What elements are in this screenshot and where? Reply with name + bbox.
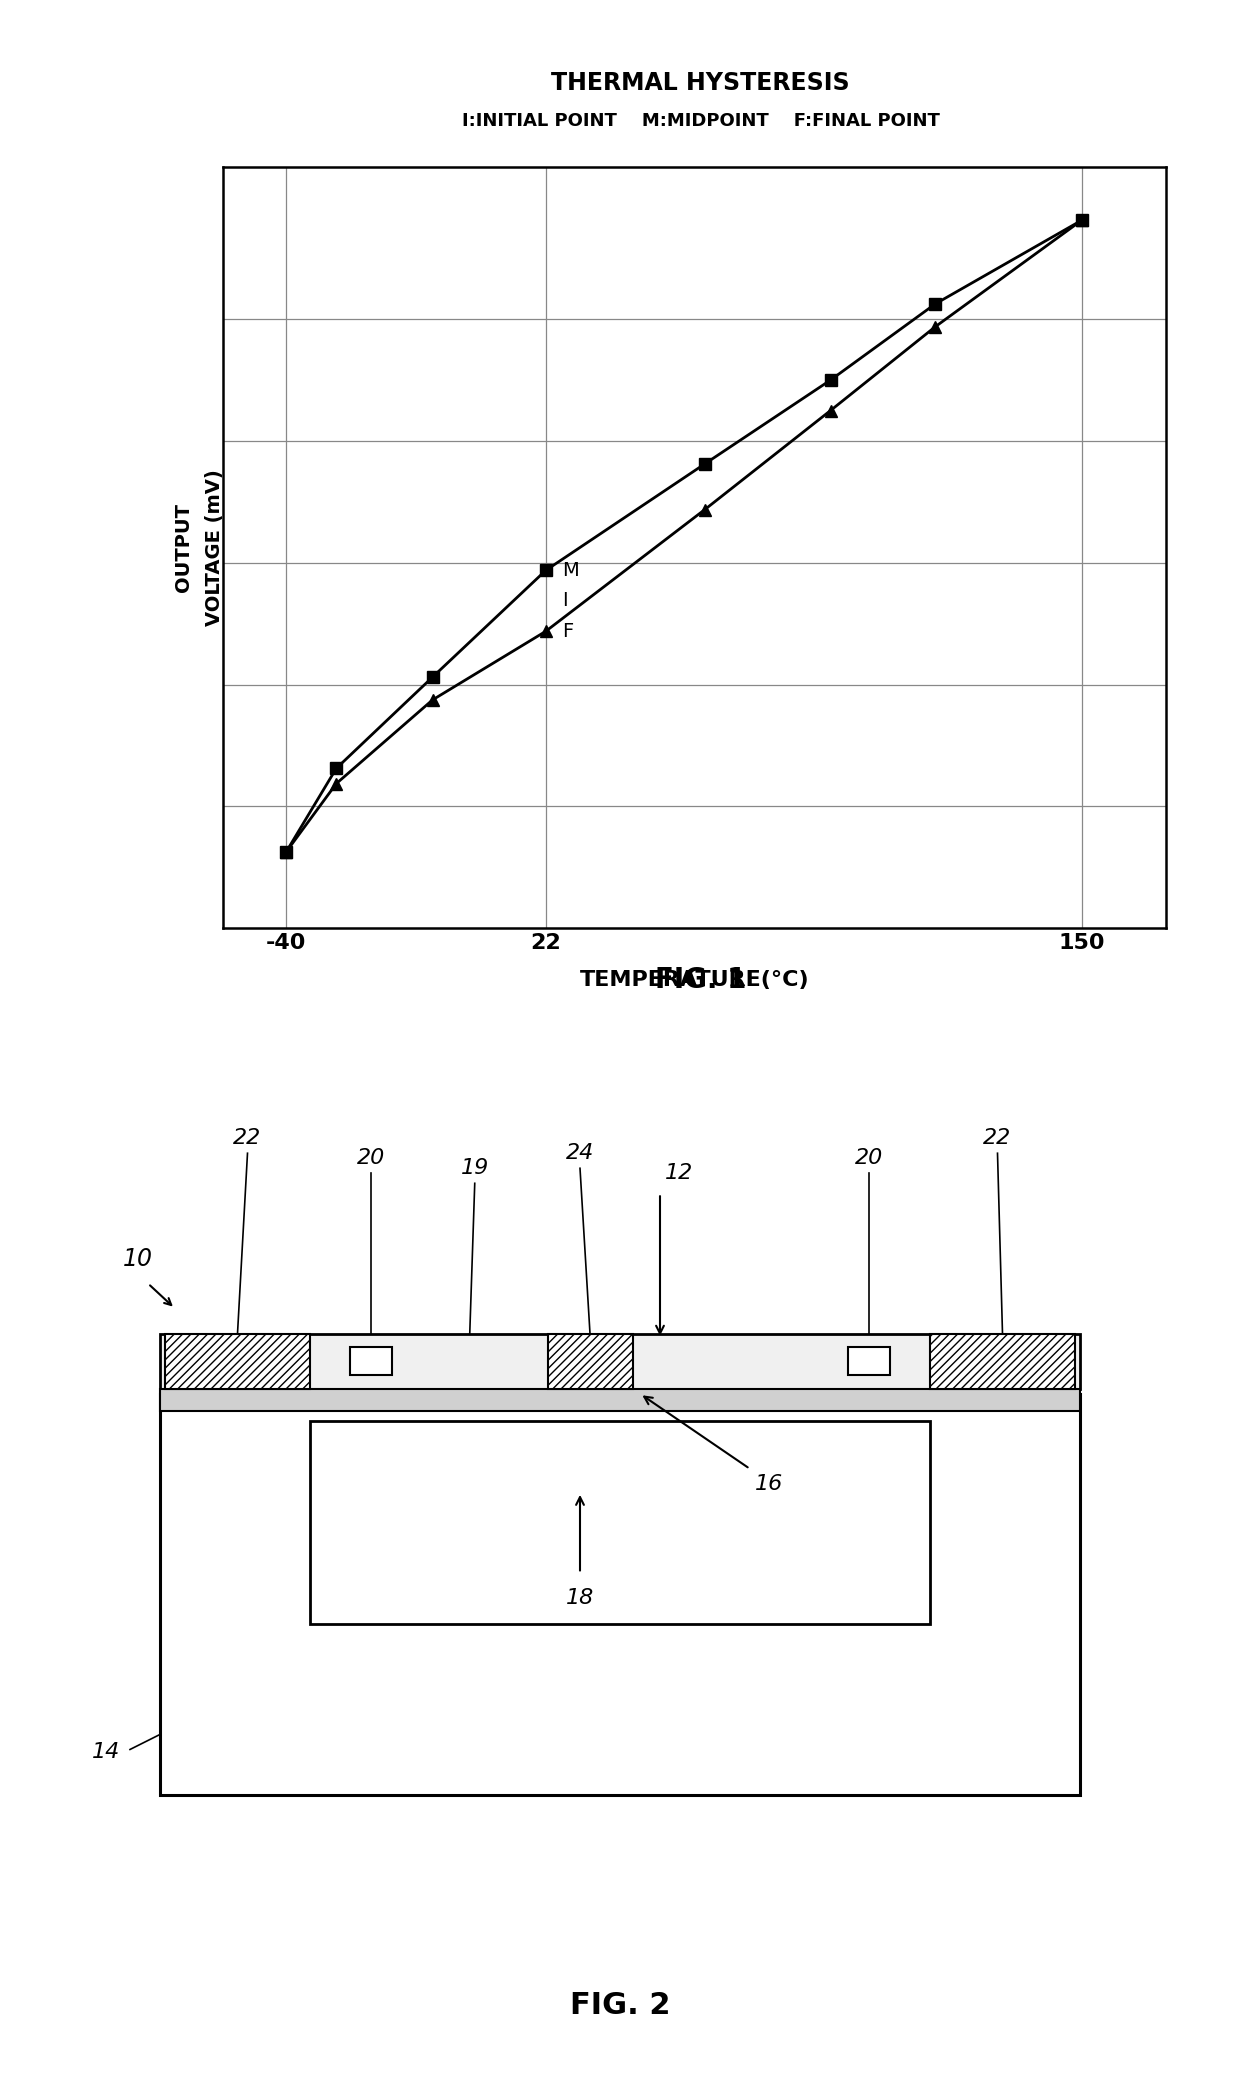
Y-axis label: OUTPUT
VOLTAGE (mV): OUTPUT VOLTAGE (mV) (174, 469, 224, 626)
X-axis label: TEMPERATURE(°C): TEMPERATURE(°C) (579, 970, 810, 989)
Bar (548, 1333, 632, 1389)
Text: F: F (563, 622, 574, 640)
Bar (160, 1389, 1080, 1410)
Text: I: I (563, 590, 568, 611)
Bar (848, 1348, 890, 1375)
Bar (310, 1421, 930, 1625)
Text: 22: 22 (983, 1129, 1012, 1147)
Text: I:INITIAL POINT    M:MIDPOINT    F:FINAL POINT: I:INITIAL POINT M:MIDPOINT F:FINAL POINT (461, 113, 940, 129)
Text: 10: 10 (123, 1247, 153, 1272)
Text: 22: 22 (233, 1129, 262, 1147)
Text: 20: 20 (357, 1147, 386, 1168)
Bar (930, 1333, 1075, 1389)
Text: 18: 18 (565, 1587, 594, 1608)
Bar (350, 1348, 392, 1375)
Text: THERMAL HYSTERESIS: THERMAL HYSTERESIS (552, 71, 849, 96)
Text: M: M (563, 561, 579, 580)
Text: FIG. 1: FIG. 1 (655, 966, 746, 995)
Text: 24: 24 (565, 1143, 594, 1164)
Text: 19: 19 (460, 1158, 489, 1179)
Text: 20: 20 (854, 1147, 883, 1168)
Text: 16: 16 (755, 1475, 784, 1494)
Text: FIG. 2: FIG. 2 (569, 1990, 671, 2019)
Bar (165, 1333, 310, 1389)
Bar (160, 1333, 1080, 1389)
Text: 12: 12 (665, 1164, 693, 1183)
Text: 14: 14 (92, 1742, 120, 1763)
Bar (160, 1393, 1080, 1794)
